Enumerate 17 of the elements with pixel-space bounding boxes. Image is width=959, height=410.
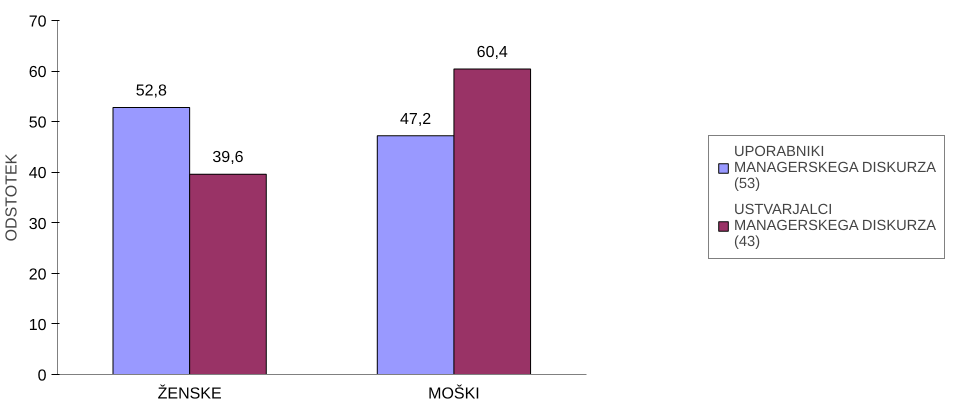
y-tick-label: 60 — [28, 64, 47, 82]
data-label: 60,4 — [476, 44, 508, 62]
y-tick-label: 20 — [28, 266, 47, 284]
x-tick-label: ŽENSKE — [158, 384, 222, 402]
x-tick-label: MOŠKI — [428, 384, 480, 402]
legend-label: UPORABNIKI MANAGERSKEGA DISKURZA (53) — [734, 144, 936, 192]
y-tick-label: 0 — [38, 368, 47, 384]
y-tick-label: 10 — [28, 316, 47, 334]
y-tick-label: 50 — [28, 114, 47, 132]
data-label: 52,8 — [136, 82, 167, 100]
data-label: 47,2 — [400, 110, 432, 128]
data-label: 39,6 — [212, 149, 244, 166]
y-axis-title: ODSTOTEK — [4, 153, 21, 242]
y-tick-label: 70 — [28, 14, 47, 30]
legend-label: USTVARJALCI MANAGERSKEGA DISKURZA (43) — [734, 202, 936, 250]
y-tick-label: 40 — [28, 165, 47, 182]
y-tick-label: 30 — [28, 216, 47, 233]
